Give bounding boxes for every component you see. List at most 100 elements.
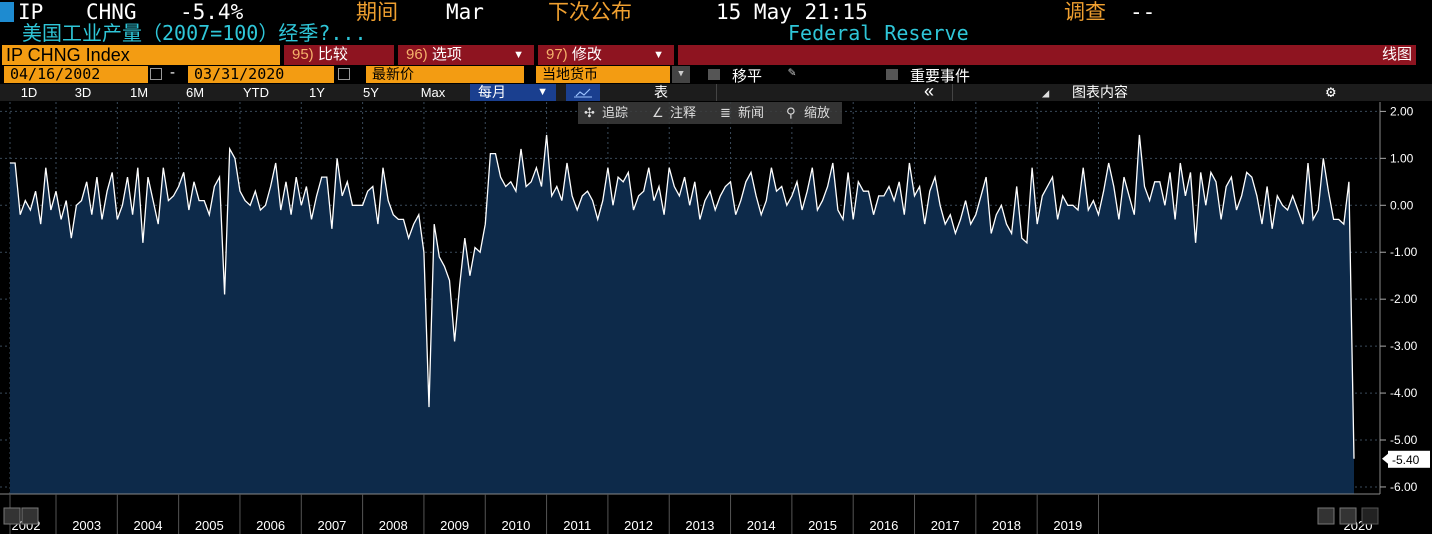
security-text: IP CHNG Index [6,45,130,65]
chevron-down-icon: ▼ [513,49,524,61]
next-icon[interactable] [1317,507,1335,525]
currency-select[interactable]: 当地货币 [536,66,670,83]
events-checkbox[interactable] [886,69,898,80]
field-code: CHNG [86,0,137,24]
annotate-icon: ∠ [652,105,664,120]
range-divider [716,84,717,101]
options-label: 选项 [431,46,462,63]
x-tick-label: 2019 [1053,518,1082,533]
x-tick-label: 2004 [134,518,163,533]
start-date: 04/16/2002 [10,65,101,83]
calendar-icon[interactable] [338,68,350,80]
events-label: 重要事件 [910,68,971,85]
range-divider [952,84,953,101]
tool-annotate[interactable]: 注释 [670,105,697,120]
range-3d[interactable]: 3D [74,85,92,100]
survey-value: -- [1130,0,1156,24]
x-tick-label: 2011 [563,518,591,533]
chart-type-label: 线图 [1381,46,1412,63]
shift-label: 移平 [732,68,763,85]
y-tick-label: -5.00 [1390,433,1418,447]
y-tick-label: 0.00 [1390,198,1414,212]
y-tick-label: 2.00 [1390,104,1414,118]
x-tick-label: 2008 [379,518,408,533]
frequency-select[interactable]: 每月 ▼ [470,84,556,101]
y-tick-label: -6.00 [1390,480,1418,494]
tool-zoom[interactable]: 缩放 [804,105,831,120]
tool-news[interactable]: 新闻 [738,105,765,120]
chart-content-icon: ◢ [1042,86,1050,100]
header-marker [0,2,14,22]
y-tick-label: 1.00 [1390,151,1414,165]
start-date-field[interactable]: 04/16/2002 [4,66,148,83]
compare-label: 比较 [317,46,348,63]
prev-icon[interactable] [3,507,21,525]
table-button[interactable]: 表 [654,84,668,100]
range-1y[interactable]: 1Y [309,85,325,100]
range-1d[interactable]: 1D [20,85,38,100]
current-value: -5.4% [180,0,244,24]
tool-tracker[interactable]: 追踪 [602,105,629,120]
chart-content-button[interactable]: 图表内容 [1072,84,1128,100]
last-value-box [1388,450,1430,468]
end-date: 03/31/2020 [194,65,285,83]
frequency: 每月 [478,84,506,100]
line-chart-icon [574,88,592,98]
collapse-button[interactable]: « [924,81,935,101]
x-tick-label: 2014 [747,518,776,533]
dropdown-icon[interactable]: ▼ [672,66,690,83]
period-label: 期间 [356,0,398,24]
currency: 当地货币 [542,66,598,82]
x-tick-label: 2016 [869,518,898,533]
chart-type-bar[interactable]: 线图 [678,45,1416,65]
edit-button[interactable]: 97) 修改 ▼ [538,45,674,65]
compare-button[interactable]: 95) 比较 [284,45,394,65]
range-max[interactable]: Max [420,85,446,100]
price-field-select[interactable]: 最新价 [366,66,524,83]
x-tick-label: 2018 [992,518,1021,533]
ticker: IP [18,0,44,24]
date-separator: - [170,64,175,81]
chart-tools: ✣ 追踪 ∠ 注释 ≣ 新闻 ⚲ 缩放 [578,102,842,124]
x-tick-label: 2015 [808,518,837,533]
options-button[interactable]: 96) 选项 ▼ [398,45,534,65]
end-date-field[interactable]: 03/31/2020 [188,66,334,83]
range-6m[interactable]: 6M [185,85,205,100]
x-tick-label: 2006 [256,518,285,533]
x-tick-label: 2010 [501,518,530,533]
last-value-marker: -5.40 [1382,450,1430,468]
prev-icon[interactable] [21,507,39,525]
security-header: IP CHNG -5.4% 期间 Mar 下次公布 15 May 21:15 调… [0,0,1432,24]
source: Federal Reserve [788,21,969,45]
x-tick-label: 2003 [72,518,101,533]
zoom-icon: ⚲ [786,105,796,120]
shift-checkbox[interactable] [708,69,720,80]
x-tick-label: 2005 [195,518,224,533]
calendar-icon[interactable] [150,68,162,80]
period-value: Mar [446,0,484,24]
edit-label: 修改 [571,46,602,63]
gear-icon[interactable]: ⚙ [1326,82,1336,101]
next-icon[interactable] [1339,507,1357,525]
x-tick-label: 2007 [317,518,346,533]
range-1m[interactable]: 1M [129,85,149,100]
last-value-label: -5.40 [1392,453,1420,467]
chevron-down-icon: ▼ [537,86,548,98]
line-chart-toggle[interactable] [566,84,600,101]
y-tick-label: -1.00 [1390,245,1418,259]
tracker-icon: ✣ [584,105,595,120]
range-ytd[interactable]: YTD [243,85,269,100]
range-5y[interactable]: 5Y [363,85,379,100]
options-num: 96) [406,46,428,63]
next-icon[interactable] [1361,507,1379,525]
security-field[interactable]: IP CHNG Index [2,45,280,65]
description-header: 美国工业产量（2007=100）经季?... Federal Reserve [0,22,1432,44]
next-release-label: 下次公布 [548,0,632,24]
news-icon: ≣ [720,105,731,120]
chart-area[interactable]: 2.00 1.00 0.00 -1.00 -2.00 -3.00 -4.00 -5.00 -6.… [0,102,1432,534]
survey-label: 调查 [1064,0,1106,24]
y-tick-label: -4.00 [1390,386,1418,400]
x-tick-label: 2013 [685,518,714,533]
x-axis: 2002 2003 2004 2005 2006 2007 2008 2009 2010 2011… [0,493,1380,534]
x-tick-label: 2009 [440,518,469,533]
